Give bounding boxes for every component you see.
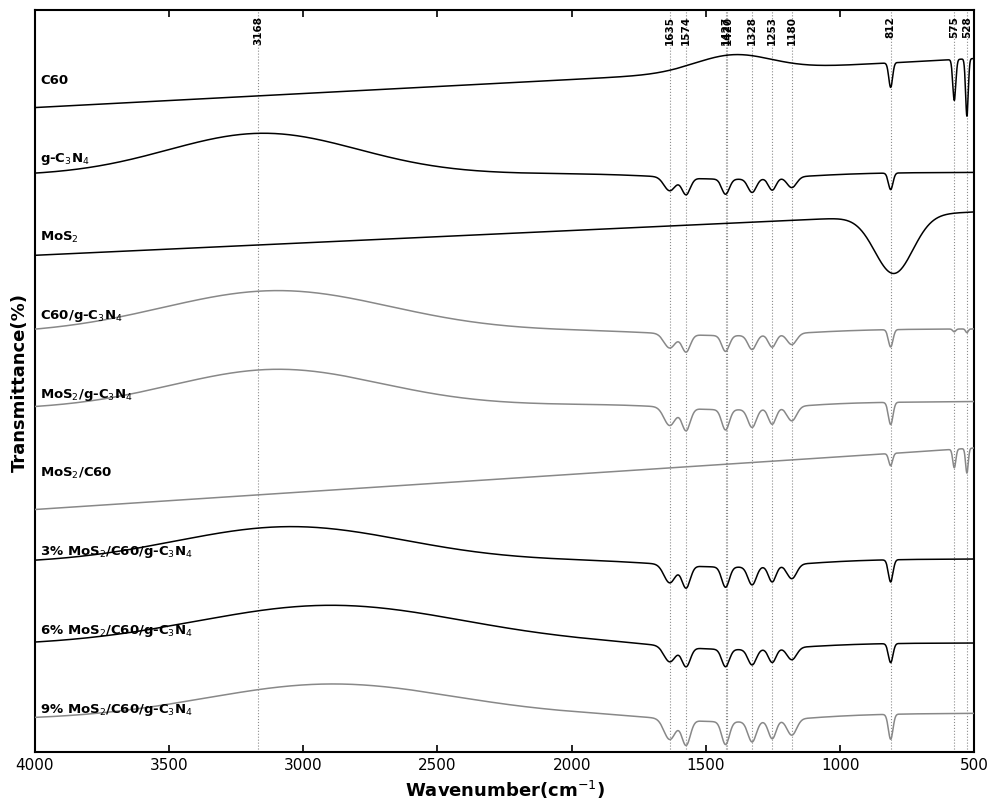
Text: C60/g-C$_3$N$_4$: C60/g-C$_3$N$_4$ (40, 308, 123, 324)
Text: C60: C60 (40, 74, 68, 87)
Text: 812: 812 (886, 16, 896, 37)
Text: 1180: 1180 (787, 16, 797, 45)
Y-axis label: Transmittance(%): Transmittance(%) (11, 293, 29, 471)
Text: MoS$_2$: MoS$_2$ (40, 230, 79, 245)
Text: MoS$_2$/g-C$_3$N$_4$: MoS$_2$/g-C$_3$N$_4$ (40, 386, 133, 402)
Text: 528: 528 (962, 16, 972, 37)
Text: 9% MoS$_2$/C60/g-C$_3$N$_4$: 9% MoS$_2$/C60/g-C$_3$N$_4$ (40, 701, 193, 717)
X-axis label: Wavenumber(cm$^{-1}$): Wavenumber(cm$^{-1}$) (405, 778, 605, 800)
Text: 1427: 1427 (721, 16, 731, 45)
Text: 1635: 1635 (665, 16, 675, 45)
Text: 6% MoS$_2$/C60/g-C$_3$N$_4$: 6% MoS$_2$/C60/g-C$_3$N$_4$ (40, 622, 193, 638)
Text: 575: 575 (949, 16, 959, 38)
Text: g-C$_3$N$_4$: g-C$_3$N$_4$ (40, 151, 90, 167)
Text: 1253: 1253 (767, 16, 777, 45)
Text: MoS$_2$/C60: MoS$_2$/C60 (40, 466, 113, 481)
Text: 1574: 1574 (681, 16, 691, 45)
Text: 3168: 3168 (253, 16, 263, 45)
Text: 3% MoS$_2$/C60/g-C$_3$N$_4$: 3% MoS$_2$/C60/g-C$_3$N$_4$ (40, 543, 193, 560)
Text: 1328: 1328 (747, 16, 757, 45)
Text: 1420: 1420 (722, 16, 732, 45)
